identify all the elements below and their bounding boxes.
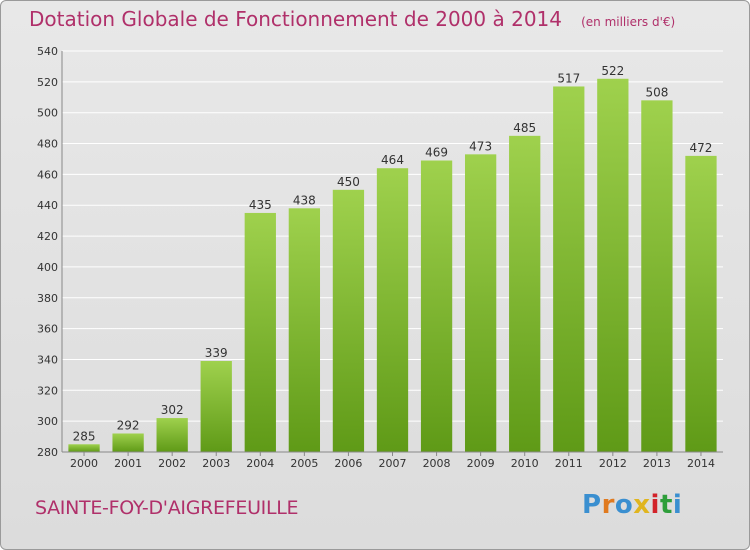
axes: 280 300 320 340 360 380 400 420 440 460 480 500 520 5…	[37, 45, 723, 459]
bar-2001	[112, 433, 144, 452]
x-tick-label: 2012	[599, 457, 627, 470]
bar-value-label: 473	[469, 139, 492, 153]
bar-value-label: 285	[73, 429, 96, 443]
x-tick-label: 2011	[555, 457, 583, 470]
bars	[68, 78, 717, 453]
bar-value-label: 517	[557, 71, 580, 85]
x-tick-label: 2003	[202, 457, 230, 470]
x-tick-label: 2007	[379, 457, 407, 470]
y-tick-label: 480	[37, 138, 58, 151]
bar-2000	[68, 444, 100, 452]
x-tick-label: 2006	[334, 457, 362, 470]
bar-2013	[641, 100, 673, 452]
y-tick-label: 280	[37, 446, 58, 459]
bar-2011	[553, 86, 585, 452]
labels: 285 2000 292 2001 302 2002 339 2003 435 2004 438 20…	[70, 64, 715, 470]
x-tick-label: 2005	[290, 457, 318, 470]
logo-letter: o	[614, 490, 634, 520]
bar-value-label: 464	[381, 153, 404, 167]
y-tick-label: 500	[37, 107, 58, 120]
y-tick-label: 380	[37, 292, 58, 305]
bar-2010	[509, 135, 541, 453]
logo-letter: r	[601, 490, 615, 520]
bar-2014	[685, 155, 717, 452]
bar-2003	[200, 361, 232, 452]
commune-name: SAINTE-FOY-D'AIGREFEUILLE	[35, 497, 299, 519]
proxiti-logo: Proxiti	[582, 490, 682, 520]
bar-2012	[597, 78, 629, 452]
x-tick-label: 2001	[114, 457, 142, 470]
x-tick-label: 2014	[687, 457, 715, 470]
x-tick-label: 2002	[158, 457, 186, 470]
logo-letter: t	[659, 490, 673, 520]
chart-title: Dotation Globale de Fonctionnement de 20…	[29, 7, 562, 31]
bar-value-label: 438	[293, 193, 316, 207]
y-tick-label: 460	[37, 168, 58, 181]
y-tick-label: 420	[37, 230, 58, 243]
unit-note: (en milliers d'€)	[581, 15, 676, 29]
x-tick-label: 2004	[246, 457, 274, 470]
y-tick-label: 400	[37, 261, 58, 274]
bar-value-label: 522	[601, 64, 624, 78]
logo-letter: i	[672, 490, 683, 520]
y-tick-label: 340	[37, 353, 58, 366]
logo-letter: x	[633, 490, 651, 520]
bar-2009	[464, 154, 497, 453]
x-tick-label: 2013	[643, 457, 671, 470]
title-row: Dotation Globale de Fonctionnement de 20…	[29, 7, 675, 31]
bar-value-label: 472	[690, 141, 713, 155]
bar-value-label: 339	[205, 346, 228, 360]
bar-2006	[332, 189, 365, 453]
logo-letter: P	[582, 490, 602, 520]
x-tick-label: 2000	[70, 457, 98, 470]
y-tick-label: 540	[37, 45, 58, 58]
bar-value-label: 292	[117, 418, 140, 432]
y-tick-label: 320	[37, 384, 58, 397]
y-tick-label: 440	[37, 199, 58, 212]
x-tick-label: 2010	[511, 457, 539, 470]
bar-value-label: 302	[161, 403, 184, 417]
bar-value-label: 435	[249, 198, 272, 212]
bar-2007	[376, 168, 409, 452]
bar-2004	[244, 212, 276, 452]
x-tick-label: 2008	[423, 457, 451, 470]
bar-value-label: 485	[513, 121, 536, 135]
y-tick-label: 360	[37, 323, 58, 336]
bar-value-label: 508	[645, 85, 668, 99]
bar-value-label: 450	[337, 175, 360, 189]
x-tick-label: 2009	[467, 457, 495, 470]
y-tick-label: 300	[37, 415, 58, 428]
y-tick-label: 520	[37, 76, 58, 89]
logo-letter: i	[650, 490, 660, 520]
bar-2005	[288, 208, 321, 452]
bar-2002	[156, 418, 188, 452]
bar-2008	[420, 160, 453, 452]
bar-value-label: 469	[425, 146, 448, 160]
